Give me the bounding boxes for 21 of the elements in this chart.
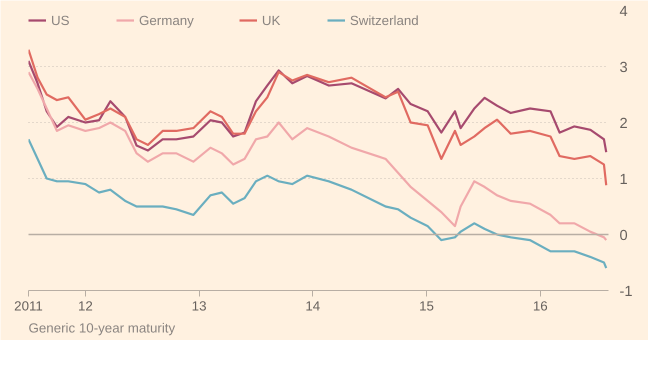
legend-label: US — [51, 12, 71, 28]
line-series — [28, 48, 608, 186]
legend-label: Germany — [139, 12, 194, 28]
x-tick-label: 16 — [532, 298, 548, 314]
y-tick-label: 3 — [620, 60, 628, 76]
x-tick-label: 15 — [419, 298, 434, 314]
x-tick-label: 12 — [78, 298, 93, 314]
y-tick-label: 2 — [620, 116, 628, 132]
x-tick-label: 14 — [305, 298, 321, 314]
text: Generic 10-year maturity — [28, 320, 176, 336]
x-tick-label: 2011 — [14, 298, 43, 314]
y-tick-label: 4 — [620, 4, 628, 20]
y-tick-label: 1 — [620, 172, 628, 188]
y-tick-label: 0 — [620, 228, 628, 244]
legend-label: UK — [262, 12, 282, 28]
line-series — [28, 138, 608, 270]
legend-label: Switzerland — [350, 12, 419, 28]
line-series — [28, 71, 608, 242]
line-series — [28, 60, 608, 154]
y-tick-label: -1 — [620, 284, 633, 300]
x-tick-label: 13 — [192, 298, 207, 314]
